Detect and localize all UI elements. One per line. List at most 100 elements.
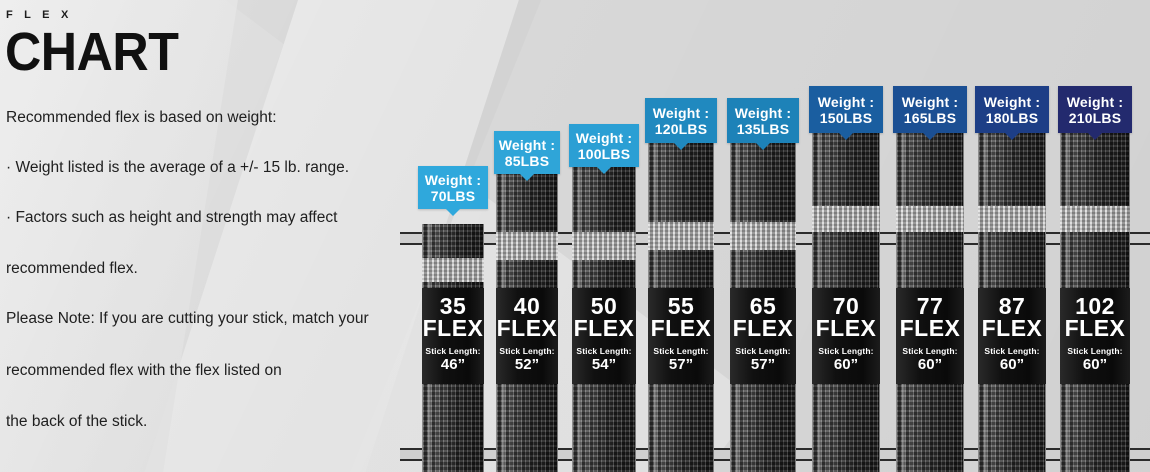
intro-copy-block: F L E X CHART Recommended flex is based … — [4, 4, 396, 430]
weight-flag-prefix: Weight : — [983, 93, 1041, 110]
weight-flag-prefix: Weight : — [901, 93, 959, 110]
stick-rack: 35 FLEX Stick Length: 46” Weight :70LBS 40 FLE… — [400, 0, 1150, 472]
flex-panel: 65 FLEX Stick Length: 57” — [730, 288, 796, 384]
stick-length-label: Stick Length: — [818, 346, 874, 356]
stick-length-value: 57” — [750, 356, 776, 373]
stick-length-value: 60” — [999, 356, 1025, 373]
stick-length-value: 60” — [917, 356, 943, 373]
flex-panel: 55 FLEX Stick Length: 57” — [648, 288, 714, 384]
stick-length-label: Stick Length: — [984, 346, 1040, 356]
flex-value: 65 — [749, 293, 777, 319]
flex-word-label: FLEX — [573, 315, 635, 341]
weight-flag-100LBS[interactable]: Weight :100LBS — [569, 124, 639, 174]
weight-flag-pointer-icon — [923, 133, 937, 140]
copy-line-6: the back of the stick. — [6, 413, 148, 430]
copy-line-2: · Factors such as height and strength ma… — [6, 209, 338, 226]
stick-grip-band — [1060, 206, 1130, 232]
stick-length-label: Stick Length: — [499, 346, 555, 356]
weight-flag-pointer-icon — [839, 133, 853, 140]
weight-flag-70LBS[interactable]: Weight :70LBS — [418, 166, 488, 216]
flex-panel: 70 FLEX Stick Length: 60” — [812, 288, 880, 384]
weight-flag-value: 120LBS — [654, 120, 708, 137]
flex-word-label: FLEX — [422, 315, 484, 341]
weight-flag-value: 210LBS — [1068, 109, 1122, 126]
weight-flag-prefix: Weight : — [575, 129, 633, 146]
weight-flag-prefix: Weight : — [498, 136, 556, 153]
stick-length-label: Stick Length: — [576, 346, 632, 356]
flex-panel: 87 FLEX Stick Length: 60” — [978, 288, 1046, 384]
weight-flag-value: 100LBS — [577, 145, 631, 162]
stick-grip-band — [648, 222, 714, 250]
hockey-stick-50-flex[interactable]: 50 FLEX Stick Length: 54” — [572, 145, 636, 472]
flex-word-label: FLEX — [899, 315, 961, 341]
copy-line-5: recommended flex with the flex listed on — [6, 362, 282, 379]
stick-length-label: Stick Length: — [653, 346, 709, 356]
page-title: CHART — [5, 22, 179, 82]
hockey-stick-77-flex[interactable]: 77 FLEX Stick Length: 60” — [896, 123, 964, 472]
weight-flag-value: 180LBS — [985, 109, 1039, 126]
weight-flag-prefix: Weight : — [652, 104, 710, 121]
stick-length-label: Stick Length: — [425, 346, 481, 356]
weight-flag-value: 85LBS — [504, 152, 550, 169]
hockey-stick-70-flex[interactable]: 70 FLEX Stick Length: 60” — [812, 123, 880, 472]
stick-length-label: Stick Length: — [902, 346, 958, 356]
flex-panel: 40 FLEX Stick Length: 52” — [496, 288, 558, 384]
stick-length-value: 60” — [1082, 356, 1108, 373]
stick-length-value: 60” — [833, 356, 859, 373]
stick-length-value: 57” — [668, 356, 694, 373]
flex-value: 40 — [513, 293, 541, 319]
hockey-stick-55-flex[interactable]: 55 FLEX Stick Length: 57” — [648, 135, 714, 472]
weight-flag-210LBS[interactable]: Weight :210LBS — [1058, 86, 1132, 140]
weight-flag-value: 150LBS — [819, 109, 873, 126]
stick-grip-band — [812, 206, 880, 232]
flex-value: 55 — [667, 293, 695, 319]
hockey-stick-65-flex[interactable]: 65 FLEX Stick Length: 57” — [730, 135, 796, 472]
weight-flag-135LBS[interactable]: Weight :135LBS — [727, 98, 799, 150]
flex-panel: 35 FLEX Stick Length: 46” — [422, 288, 484, 384]
hockey-stick-87-flex[interactable]: 87 FLEX Stick Length: 60” — [978, 123, 1046, 472]
weight-flag-85LBS[interactable]: Weight :85LBS — [494, 131, 560, 181]
weight-flag-pointer-icon — [1005, 133, 1019, 140]
flex-value: 50 — [590, 293, 618, 319]
stick-grip-band — [730, 222, 796, 250]
flex-panel: 102 FLEX Stick Length: 60” — [1060, 288, 1130, 384]
flex-value: 77 — [916, 293, 944, 319]
weight-flag-value: 70LBS — [430, 187, 476, 204]
stick-length-label: Stick Length: — [735, 346, 791, 356]
hockey-stick-102-flex[interactable]: 102 FLEX Stick Length: 60” — [1060, 123, 1130, 472]
weight-flag-pointer-icon — [597, 167, 611, 174]
stick-grip-band — [978, 206, 1046, 232]
weight-flag-pointer-icon — [674, 143, 688, 150]
weight-flag-prefix: Weight : — [734, 104, 792, 121]
flex-word-label: FLEX — [981, 315, 1043, 341]
weight-flag-pointer-icon — [520, 174, 534, 181]
weight-flag-pointer-icon — [756, 143, 770, 150]
weight-flag-value: 135LBS — [736, 120, 790, 137]
weight-flag-prefix: Weight : — [1066, 93, 1124, 110]
stick-length-label: Stick Length: — [1067, 346, 1123, 356]
flex-word-label: FLEX — [650, 315, 712, 341]
weight-flag-pointer-icon — [1088, 133, 1102, 140]
weight-flag-prefix: Weight : — [424, 171, 482, 188]
copy-line-3: recommended flex. — [6, 260, 138, 277]
flex-panel: 77 FLEX Stick Length: 60” — [896, 288, 964, 384]
flex-word-label: FLEX — [1064, 315, 1126, 341]
weight-flag-180LBS[interactable]: Weight :180LBS — [975, 86, 1049, 140]
hockey-stick-40-flex[interactable]: 40 FLEX Stick Length: 52” — [496, 152, 558, 472]
stick-grip-band — [496, 232, 558, 260]
weight-flag-120LBS[interactable]: Weight :120LBS — [645, 98, 717, 150]
flex-value: 87 — [998, 293, 1026, 319]
copy-line-4: Please Note: If you are cutting your sti… — [6, 310, 369, 327]
copy-line-1: · Weight listed is the average of a +/- … — [6, 159, 350, 176]
hockey-stick-35-flex[interactable]: 35 FLEX Stick Length: 46” — [422, 224, 484, 472]
flex-word-label: FLEX — [732, 315, 794, 341]
stick-grip-band — [896, 206, 964, 232]
flex-value: 102 — [1075, 293, 1115, 319]
stick-grip-band — [422, 258, 484, 282]
flex-panel: 50 FLEX Stick Length: 54” — [572, 288, 636, 384]
weight-flag-150LBS[interactable]: Weight :150LBS — [809, 86, 883, 140]
flex-word-label: FLEX — [815, 315, 877, 341]
stick-length-value: 52” — [514, 356, 540, 373]
weight-flag-prefix: Weight : — [817, 93, 875, 110]
weight-flag-165LBS[interactable]: Weight :165LBS — [893, 86, 967, 140]
